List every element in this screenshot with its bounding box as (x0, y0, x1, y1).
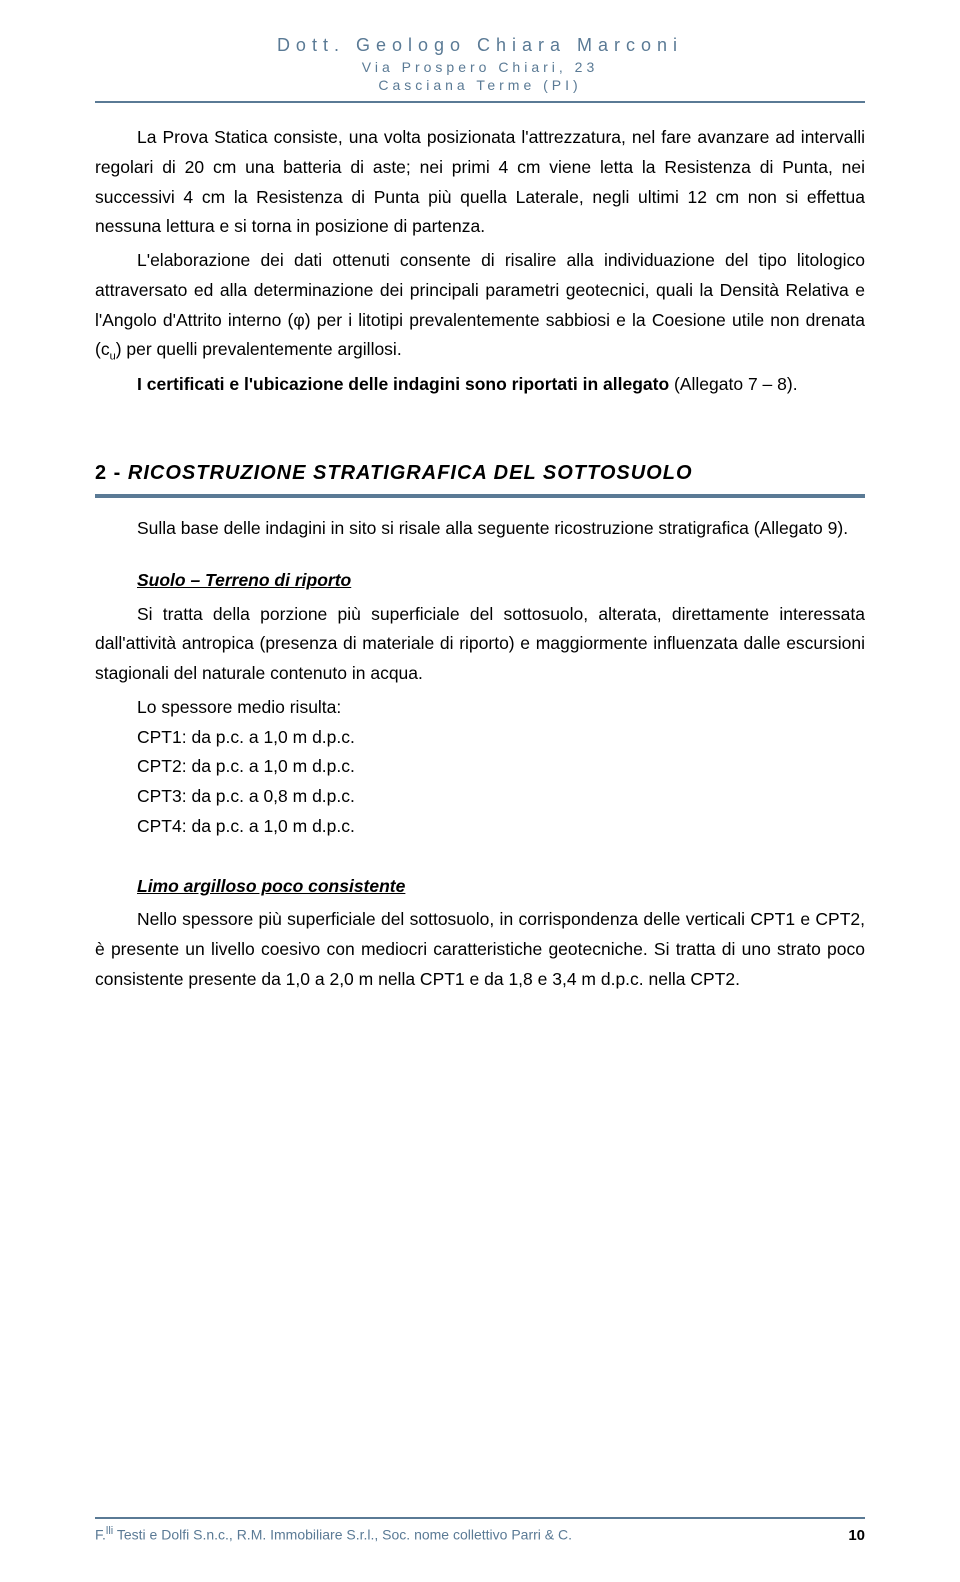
para2-post: ) per quelli prevalentemente argillosi. (116, 339, 402, 359)
paragraph-1: La Prova Statica consiste, una volta pos… (95, 123, 865, 242)
footer-divider (95, 1517, 865, 1519)
author-address: Via Prospero Chiari, 23 (95, 59, 865, 75)
author-name: Dott. Geologo Chiara Marconi (95, 35, 865, 56)
footer-left-text: F.lli Testi e Dolfi S.n.c., R.M. Immobil… (95, 1525, 572, 1543)
cpt4-line: CPT4: da p.c. a 1,0 m d.p.c. (95, 812, 865, 842)
subheading-2: Limo argilloso poco consistente (95, 872, 865, 902)
footer-pre: F. (95, 1527, 106, 1543)
paragraph-5: Si tratta della porzione più superficial… (95, 600, 865, 689)
section-title-text: RICOSTRUZIONE STRATIGRAFICA DEL SOTTOSUO… (128, 462, 693, 484)
cpt2-line: CPT2: da p.c. a 1,0 m d.p.c. (95, 752, 865, 782)
footer-post: Testi e Dolfi S.n.c., R.M. Immobiliare S… (113, 1527, 572, 1543)
section-number: 2 - (95, 462, 128, 484)
cpt3-line: CPT3: da p.c. a 0,8 m d.p.c. (95, 782, 865, 812)
paragraph-4: Sulla base delle indagini in sito si ris… (95, 514, 865, 544)
paragraph-2: L'elaborazione dei dati ottenuti consent… (95, 246, 865, 366)
subheading-1: Suolo – Terreno di riporto (95, 566, 865, 596)
page-number: 10 (848, 1527, 865, 1544)
paragraph-3: I certificati e l'ubicazione delle indag… (95, 370, 865, 400)
spessore-line: Lo spessore medio risulta: (95, 693, 865, 723)
section-divider (95, 494, 865, 498)
para3-bold: I certificati e l'ubicazione delle indag… (137, 374, 669, 394)
section-heading: 2 - RICOSTRUZIONE STRATIGRAFICA DEL SOTT… (95, 456, 865, 490)
footer-row: F.lli Testi e Dolfi S.n.c., R.M. Immobil… (95, 1525, 865, 1544)
paragraph-6: Nello spessore più superficiale del sott… (95, 905, 865, 994)
document-header: Dott. Geologo Chiara Marconi Via Prosper… (95, 35, 865, 93)
document-footer: F.lli Testi e Dolfi S.n.c., R.M. Immobil… (95, 1517, 865, 1544)
cpt1-line: CPT1: da p.c. a 1,0 m d.p.c. (95, 723, 865, 753)
para3-rest: (Allegato 7 – 8). (669, 374, 797, 394)
document-body: La Prova Statica consiste, una volta pos… (95, 123, 865, 995)
header-divider (95, 101, 865, 103)
author-city: Casciana Terme (PI) (95, 77, 865, 93)
